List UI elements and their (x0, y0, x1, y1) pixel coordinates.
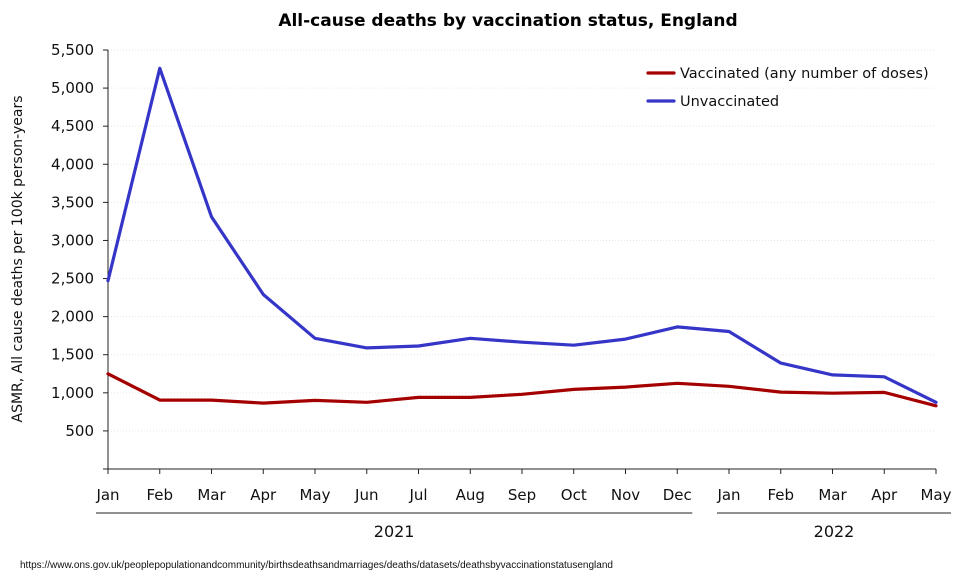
x-tick-label: Feb (146, 486, 173, 504)
year-label: 2021 (374, 522, 415, 541)
y-axis-ticks: 500 1,000 1,500 2,000 2,500 3,000 3,500 4,000 4,… (51, 41, 108, 470)
x-tick-label: Nov (611, 486, 640, 504)
legend-label: Unvaccinated (680, 94, 779, 110)
series-line-vaccinated (106, 372, 938, 408)
y-axis-label: ASMR, All cause deaths per 100k person-y… (10, 96, 26, 423)
y-tick-label: 1,500 (51, 346, 94, 364)
y-tick-label: 3,000 (51, 231, 94, 249)
y-tick-label: 2,500 (51, 270, 94, 288)
source-url: https://www.ons.gov.uk/peoplepopulationa… (20, 560, 613, 571)
chart-title: All-cause deaths by vaccination status, … (278, 11, 737, 31)
legend: Vaccinated (any number of doses) Unvaccin… (646, 66, 929, 110)
y-tick-label: 5,500 (51, 41, 94, 59)
x-tick-label: May (299, 486, 330, 504)
y-tick-label: 1,000 (51, 384, 94, 402)
y-tick-label: 5,000 (51, 79, 94, 97)
gridlines (108, 49, 936, 432)
x-tick-label: Dec (663, 486, 692, 504)
y-tick-label: 3,500 (51, 193, 94, 211)
x-tick-label: Jan (716, 486, 740, 504)
x-tick-label: Apr (871, 486, 898, 504)
y-tick-label: 500 (65, 422, 94, 440)
y-tick-label: 2,000 (51, 308, 94, 326)
legend-label: Vaccinated (any number of doses) (680, 66, 929, 82)
x-axis-ticks: Jan Feb Mar Apr May Jun Jul Aug Sep Oct Nov Dec Jan F… (95, 469, 952, 504)
x-tick-label: Feb (767, 486, 794, 504)
x-tick-label: Jun (354, 486, 378, 504)
year-label: 2022 (814, 522, 855, 541)
x-tick-label: Mar (197, 486, 226, 504)
axes (107, 50, 936, 470)
x-tick-label: Mar (818, 486, 847, 504)
y-tick-label: 4,000 (51, 155, 94, 173)
x-tick-label: Apr (250, 486, 277, 504)
x-tick-label: Oct (561, 486, 587, 504)
year-groups: 2021 2022 (96, 512, 951, 541)
x-tick-label: Sep (508, 486, 536, 504)
series-line-unvaccinated (106, 66, 938, 404)
x-tick-label: Jul (408, 486, 427, 504)
x-tick-label: May (920, 486, 951, 504)
series-lines (106, 66, 938, 408)
x-tick-label: Aug (456, 486, 485, 504)
y-tick-label: 4,500 (51, 117, 94, 135)
x-tick-label: Jan (95, 486, 119, 504)
